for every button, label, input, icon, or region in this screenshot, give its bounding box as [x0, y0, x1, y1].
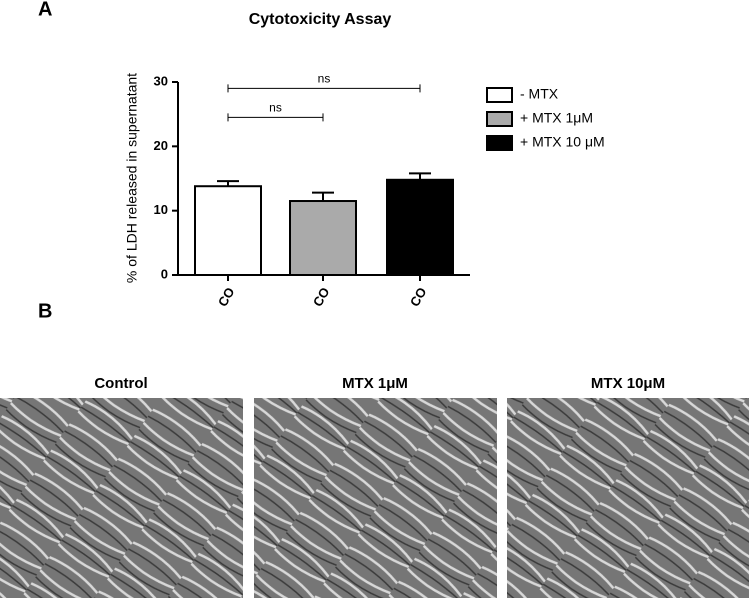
significance-label: ns [269, 101, 282, 115]
micrograph [507, 398, 749, 598]
y-tick-label: 0 [161, 266, 168, 281]
image-title: Control [94, 375, 147, 392]
legend-swatch [486, 87, 513, 103]
image-title: MTX 10μM [591, 375, 665, 392]
y-axis-label: % of LDH released in supernatant [124, 73, 140, 283]
legend-label: + MTX 10 μM [520, 134, 605, 150]
micrograph [0, 398, 243, 598]
image-title: MTX 1μM [342, 375, 408, 392]
y-tick-label: 30 [154, 73, 168, 88]
legend-label: + MTX 1μM [520, 110, 593, 126]
panel-label: B [38, 300, 52, 322]
bar [289, 200, 357, 276]
micrograph [254, 398, 497, 598]
x-tick-label: CO [407, 285, 430, 309]
legend-label: - MTX [520, 86, 559, 102]
bar [194, 185, 262, 276]
x-tick-label: CO [215, 285, 238, 309]
legend-swatch [486, 135, 513, 151]
panel-label: A [38, 0, 52, 20]
y-tick-label: 10 [154, 202, 168, 217]
chart-title: Cytotoxicity Assay [249, 11, 392, 28]
x-tick-label: CO [310, 285, 333, 309]
y-tick-label: 20 [154, 138, 168, 153]
legend-swatch [486, 111, 513, 127]
significance-label: ns [318, 72, 331, 86]
bar [386, 178, 454, 276]
